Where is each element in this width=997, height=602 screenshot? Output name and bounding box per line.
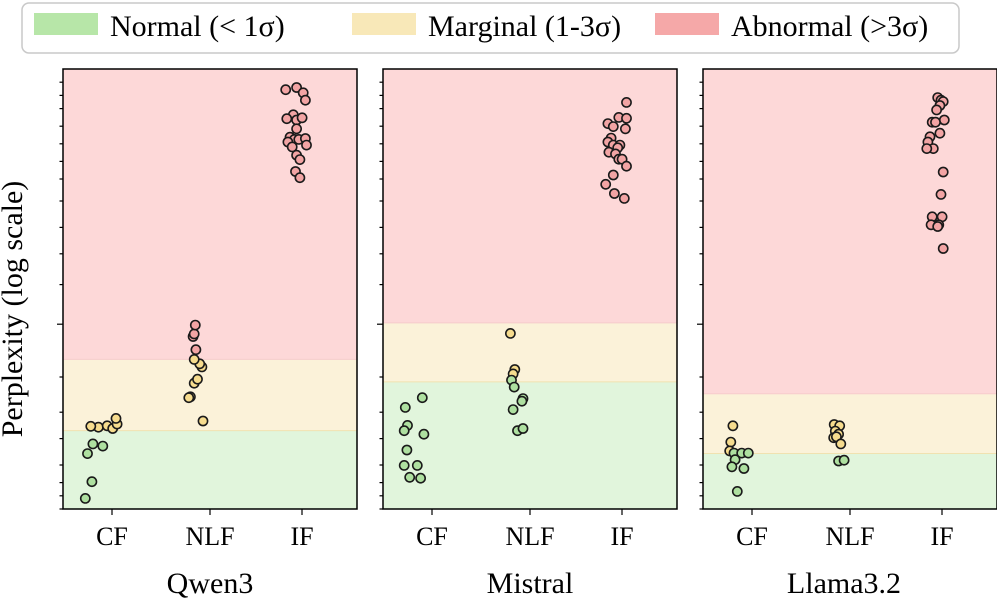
- data-point-qwen3-42: [294, 172, 306, 184]
- data-point-qwen3-19: [190, 344, 202, 356]
- data-point-qwen3-21: [188, 328, 200, 340]
- data-point-mistral-10: [504, 327, 516, 339]
- data-point-llama3-2-39: [937, 243, 949, 254]
- data-point-mistral-7: [411, 459, 423, 471]
- panel-title-qwen3: Qwen3: [167, 567, 254, 600]
- panel-llama3-2: CF NLF IF Llama3.2: [697, 68, 997, 600]
- x-tick-label-if: IF: [610, 522, 633, 551]
- panel-title-llama3-2: Llama3.2: [787, 567, 901, 600]
- data-point-mistral-16: [516, 395, 528, 407]
- legend-label-normal: Normal (< 1σ): [110, 10, 285, 43]
- data-point-mistral-1: [416, 392, 428, 404]
- data-point-qwen3-2: [82, 448, 93, 459]
- data-point-mistral-17: [507, 404, 519, 415]
- data-point-mistral-25: [620, 123, 631, 135]
- data-point-qwen3-37: [286, 141, 298, 153]
- data-point-llama3-2-5: [742, 447, 754, 459]
- data-point-llama3-2-9: [731, 485, 743, 497]
- legend-swatch-normal: [34, 13, 98, 35]
- zone-abnormal: [63, 69, 357, 360]
- x-tick-label-nlf: NLF: [825, 522, 874, 551]
- x-tick-label-if: IF: [930, 522, 953, 551]
- data-point-llama3-2-23: [931, 104, 942, 116]
- data-point-mistral-9: [415, 472, 426, 484]
- panels: CF NLF IF Qwen3 CF NLF IF Mistral CF NLF IF Llama3.…: [57, 68, 997, 600]
- data-point-qwen3-0: [79, 492, 91, 504]
- data-point-qwen3-18: [188, 353, 200, 365]
- data-point-mistral-3: [398, 425, 410, 437]
- legend-label-marginal: Marginal (1-3σ): [428, 10, 621, 43]
- data-point-qwen3-4: [97, 440, 109, 452]
- zone-abnormal: [383, 69, 677, 323]
- data-point-llama3-2-24: [938, 114, 950, 126]
- data-point-llama3-2-31: [921, 143, 933, 154]
- data-point-llama3-2-8: [738, 463, 750, 474]
- zone-marginal: [703, 393, 997, 454]
- data-point-mistral-6: [398, 459, 410, 471]
- x-tick-label-cf: CF: [96, 522, 128, 551]
- data-point-qwen3-3: [87, 438, 99, 450]
- data-point-mistral-20: [621, 97, 632, 108]
- zone-normal: [383, 381, 677, 509]
- data-point-mistral-4: [418, 428, 430, 440]
- data-point-mistral-14: [508, 381, 520, 393]
- data-point-qwen3-12: [183, 392, 195, 404]
- data-point-qwen3-31: [291, 123, 302, 135]
- zone-normal: [703, 453, 997, 509]
- zone-abnormal: [703, 69, 997, 394]
- y-axis-label: Perplexity (log scale): [0, 181, 29, 438]
- data-point-mistral-22: [621, 112, 632, 124]
- data-point-mistral-36: [607, 169, 619, 181]
- data-point-qwen3-28: [281, 113, 293, 125]
- x-tick-label-if: IF: [290, 522, 313, 551]
- data-point-llama3-2-32: [937, 166, 949, 178]
- data-point-llama3-2-7: [726, 461, 738, 473]
- data-point-mistral-19: [517, 423, 529, 434]
- legend-frame: [21, 2, 960, 54]
- data-point-mistral-5: [401, 444, 413, 456]
- legend: Normal (< 1σ) Marginal (1-3σ) Abnormal (>3…: [21, 2, 960, 54]
- data-point-mistral-8: [404, 471, 416, 483]
- zone-marginal: [383, 322, 677, 382]
- x-tick-label-nlf: NLF: [185, 522, 234, 551]
- data-point-qwen3-23: [280, 84, 292, 96]
- data-point-mistral-38: [609, 188, 620, 199]
- data-point-qwen3-38: [301, 139, 312, 151]
- data-point-llama3-2-1: [725, 436, 737, 448]
- x-tick-label-cf: CF: [736, 522, 768, 551]
- data-point-qwen3-26: [299, 94, 311, 106]
- data-point-llama3-2-33: [935, 188, 947, 200]
- legend-swatch-marginal: [352, 13, 416, 35]
- data-point-mistral-0: [399, 401, 411, 413]
- panel-qwen3: CF NLF IF Qwen3: [57, 68, 358, 600]
- legend-swatch-abnormal: [655, 13, 719, 35]
- zone-normal: [63, 430, 357, 509]
- legend-label-abnormal: Abnormal (>3σ): [731, 10, 928, 43]
- data-point-llama3-2-16: [835, 438, 847, 450]
- data-point-qwen3-1: [86, 476, 98, 488]
- data-point-qwen3-9: [110, 412, 122, 424]
- data-point-qwen3-40: [294, 154, 306, 165]
- panel-title-mistral: Mistral: [487, 567, 574, 600]
- x-tick-label-cf: CF: [416, 522, 448, 551]
- panel-mistral: CF NLF IF Mistral: [377, 68, 678, 600]
- data-point-qwen3-14: [192, 373, 203, 385]
- data-point-llama3-2-18: [838, 454, 850, 466]
- data-point-llama3-2-38: [932, 221, 944, 232]
- data-point-llama3-2-27: [934, 127, 946, 139]
- data-point-qwen3-10: [85, 420, 97, 432]
- data-point-llama3-2-0: [727, 420, 739, 432]
- data-point-mistral-39: [618, 192, 630, 204]
- data-point-qwen3-30: [296, 112, 308, 124]
- data-point-llama3-2-26: [930, 116, 941, 128]
- data-point-mistral-37: [600, 178, 612, 190]
- data-point-mistral-35: [621, 160, 632, 172]
- x-tick-label-nlf: NLF: [505, 522, 554, 551]
- data-point-mistral-24: [607, 121, 619, 132]
- data-point-qwen3-22: [189, 319, 201, 331]
- zone-marginal: [63, 359, 357, 431]
- data-point-qwen3-17: [197, 415, 209, 427]
